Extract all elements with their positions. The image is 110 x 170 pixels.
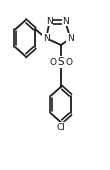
Text: S: S <box>58 57 64 67</box>
Text: N: N <box>67 34 74 43</box>
Text: O: O <box>65 58 72 66</box>
Text: N: N <box>46 17 53 26</box>
Text: N: N <box>62 17 69 26</box>
Text: O: O <box>50 58 57 66</box>
Text: Cl: Cl <box>57 123 65 132</box>
Text: N: N <box>43 34 50 43</box>
